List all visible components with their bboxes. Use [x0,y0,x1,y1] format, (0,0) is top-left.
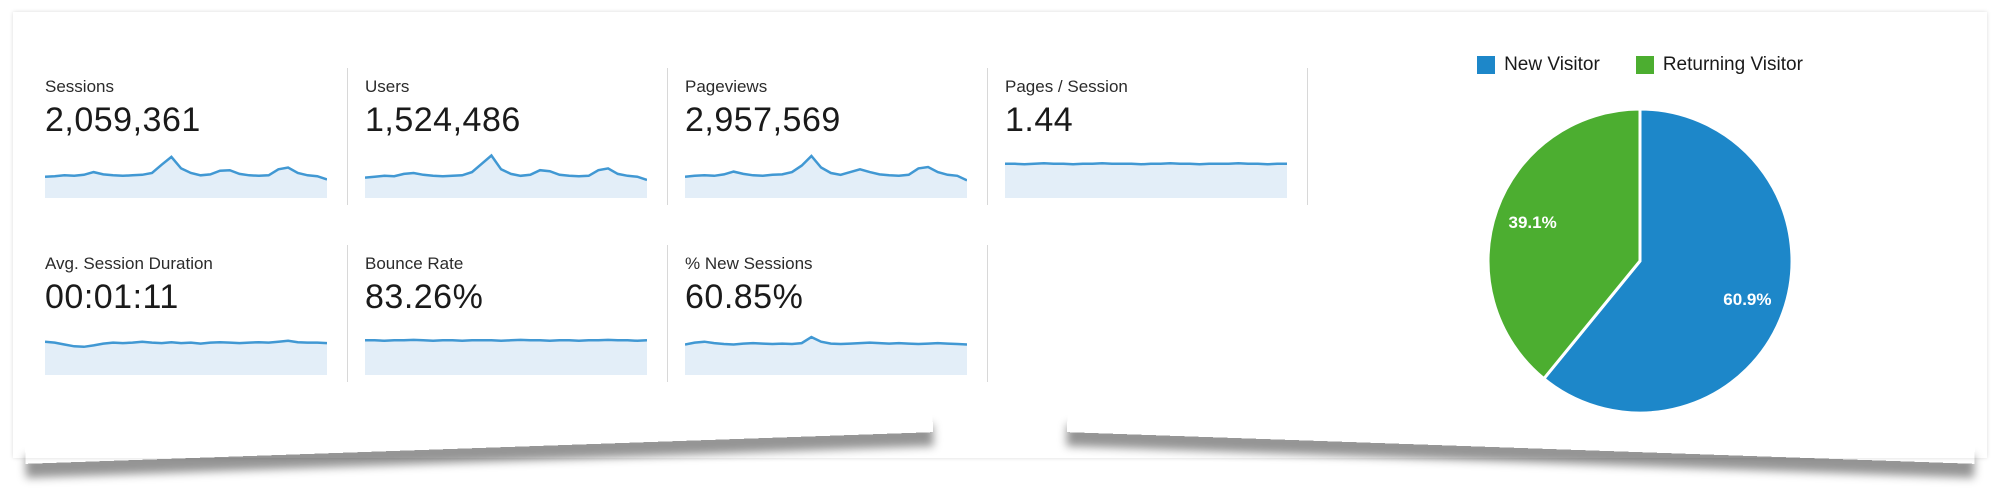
metric-sparkline-chart [685,154,967,198]
pie-slice-percentage-label: 60.9% [1723,290,1771,309]
sparkline-area [685,156,967,198]
metric-sparkline-chart [45,155,327,198]
metric-card: Avg. Session Duration 00:01:11 [28,245,348,382]
metrics-grid: Sessions 2,059,361 Users 1,524,486 Pageviews… [28,68,1308,382]
sparkline-line [685,154,967,182]
legend-item-new-visitor: New Visitor [1477,54,1600,76]
metric-label: Sessions [45,77,114,96]
legend-label: New Visitor [1504,54,1600,75]
metric-value: 1.44 [1005,101,1074,139]
metric-value: 83.26% [365,278,484,316]
sparkline-area [685,337,967,375]
metric-label: Pageviews [685,77,768,96]
metric-label: % New Sessions [685,254,813,273]
metric-sparkline-chart [365,153,647,198]
metrics-row-1: Sessions 2,059,361 Users 1,524,486 Pageviews… [28,68,1308,205]
pie-slice-returning-visitor[interactable] [1486,107,1642,381]
pie-slice-percentage-label: 39.1% [1508,213,1556,232]
metric-value: 00:01:11 [45,278,179,316]
sparkline-line [1005,162,1287,166]
sparkline-area [365,155,647,198]
legend-color-swatch-icon [1635,56,1654,74]
sparkline-line [45,339,327,349]
legend-item-returning-visitor: Returning Visitor [1635,54,1803,76]
visitor-type-pie-chart: 60.9% 39.1% [1486,107,1794,415]
legend-color-swatch-icon [1477,56,1496,74]
metric-sparkline-chart [1005,162,1287,198]
analytics-overview-panel: Sessions 2,059,361 Users 1,524,486 Pageviews… [13,12,1987,458]
metric-label: Pages / Session [1005,77,1128,96]
metric-card: Users 1,524,486 [348,68,668,205]
metric-sparkline-chart [685,335,967,375]
metric-label: Users [365,77,410,96]
pie-legend: New Visitor Returning Visitor [1477,54,1803,76]
metric-value: 2,957,569 [685,101,841,139]
metric-label: Avg. Session Duration [45,254,213,273]
sparkline-line [45,155,327,181]
sparkline-line [365,338,647,343]
metric-card: Pageviews 2,957,569 [668,68,988,205]
metric-card: Sessions 2,059,361 [28,68,348,205]
sparkline-line [365,153,647,182]
sparkline-line [685,335,967,346]
metric-card: Bounce Rate 83.26% [348,245,668,382]
metric-value: 2,059,361 [45,101,201,139]
metric-sparkline-chart [365,338,647,375]
metric-sparkline-chart [45,339,327,375]
metric-card: Pages / Session 1.44 [988,68,1308,205]
metric-value: 1,524,486 [365,101,521,139]
metric-value: 60.85% [685,278,804,316]
metric-card: % New Sessions 60.85% [668,245,988,382]
metrics-row-2: Avg. Session Duration 00:01:11 Bounce Rate… [28,245,1308,382]
sparkline-area [45,156,327,198]
metric-label: Bounce Rate [365,254,464,273]
sparkline-area [365,339,647,375]
legend-label: Returning Visitor [1662,54,1803,75]
pie-slice-new-visitor[interactable] [1542,107,1794,415]
sparkline-area [45,340,327,375]
sparkline-area [1005,163,1287,198]
